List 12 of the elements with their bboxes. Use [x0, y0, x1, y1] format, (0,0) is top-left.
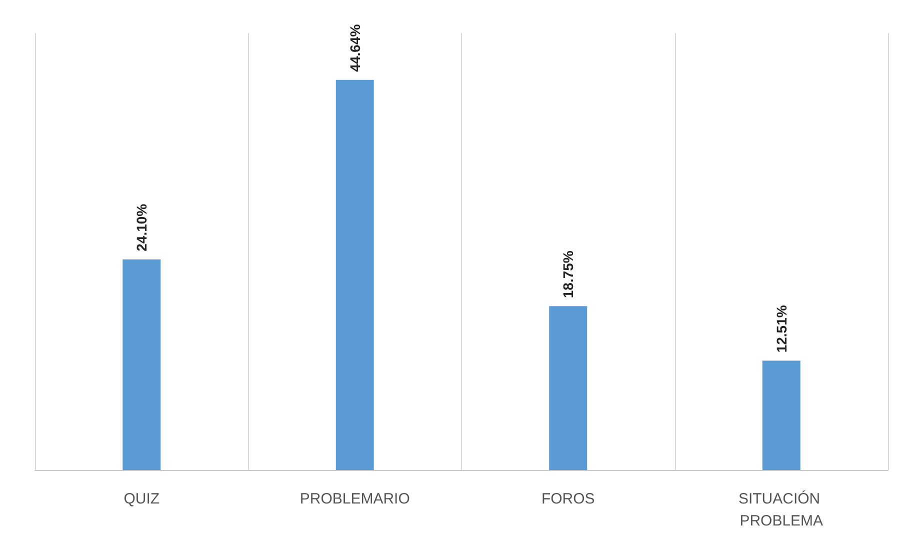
- x-tick-label: PROBLEMARIO: [300, 490, 410, 508]
- bar: [122, 259, 161, 470]
- bar: [549, 306, 588, 470]
- x-tick-label: SITUACIÓN PROBLEMA: [738, 490, 824, 530]
- data-label: 44.64%: [346, 24, 363, 72]
- data-label: 18.75%: [560, 250, 576, 298]
- x-tick-label: FOROS: [541, 490, 595, 508]
- bar: [336, 80, 374, 470]
- data-label: 12.51%: [773, 304, 790, 353]
- bar: [762, 360, 800, 470]
- x-tick-label: QUIZ: [124, 490, 160, 508]
- data-label: 24.10%: [134, 203, 150, 252]
